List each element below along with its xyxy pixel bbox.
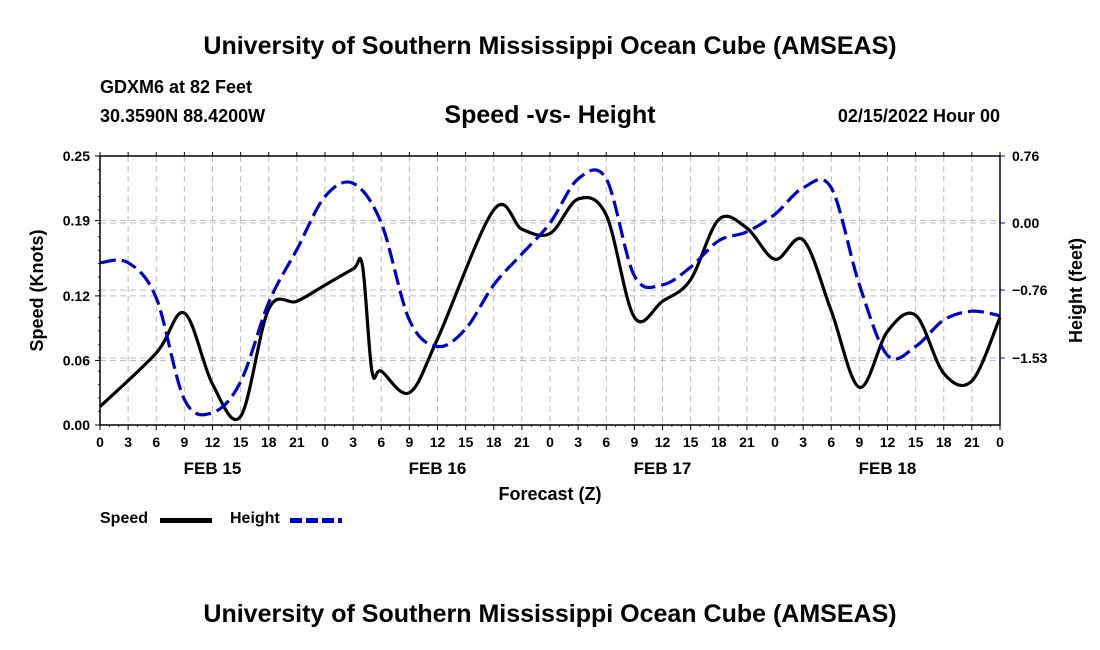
x-tick-label: 18 [711,434,727,450]
x-tick-label: 0 [771,434,779,450]
x-tick-label: 0 [321,434,329,450]
x-tick-label: 15 [908,434,924,450]
chart-subtitle: Speed -vs- Height [444,101,656,129]
y-right-tick-label: −1.53 [1012,350,1048,366]
x-tick-label: 9 [630,434,638,450]
y-axis-right-label: Height (feet) [1066,238,1086,343]
x-tick-label: 18 [936,434,952,450]
y-right-tick-label: 0.76 [1012,148,1039,164]
y-axis-left-label: Speed (Knots) [27,229,47,351]
day-label: FEB 15 [184,459,242,478]
x-tick-label: 0 [96,434,104,450]
legend-height-swatch [290,518,342,523]
y-left-tick-label: 0.19 [63,213,90,229]
x-tick-label: 18 [261,434,277,450]
axis-ticks: 0 3 6 9 12 15 18 21 0 3 6 9 12 15 18 21 0 3 6 9 12 15 18 21 0 3 6 9… [63,148,1048,478]
x-tick-label: 3 [799,434,807,450]
y-right-tick-label: 0.00 [1012,215,1039,231]
x-tick-label: 15 [683,434,699,450]
x-tick-label: 15 [233,434,249,450]
legend-height-label: Height [230,510,280,527]
x-tick-label: 21 [739,434,755,450]
x-tick-label: 6 [152,434,160,450]
x-tick-label: 0 [996,434,1004,450]
day-label: FEB 16 [409,459,467,478]
x-tick-label: 21 [964,434,980,450]
x-tick-label: 12 [655,434,671,450]
footer-title: University of Southern Mississippi Ocean… [203,600,897,628]
day-label: FEB 17 [634,459,692,478]
x-tick-label: 9 [405,434,413,450]
y-right-tick-label: −0.76 [1012,282,1048,298]
x-tick-label: 12 [880,434,896,450]
series-speed-line [98,195,1002,421]
x-tick-label: 6 [827,434,835,450]
legend-speed-label: Speed [100,510,149,527]
day-label: FEB 18 [859,459,917,478]
x-tick-label: 21 [289,434,305,450]
coordinates-label: 30.3590N 88.4200W [100,106,266,126]
series-height-line [99,168,1001,417]
y-left-tick-label: 0.00 [63,417,90,433]
station-label: GDXM6 at 82 Feet [100,77,253,97]
x-tick-label: 9 [180,434,188,450]
x-tick-label: 3 [349,434,357,450]
x-tick-label: 21 [514,434,530,450]
x-tick-label: 12 [205,434,221,450]
x-tick-label: 0 [546,434,554,450]
series-layer [98,168,1002,421]
x-axis-label: Forecast (Z) [498,484,601,504]
grid [100,155,1000,425]
run-time-label: 02/15/2022 Hour 00 [837,106,1000,126]
legend-speed-swatch [160,518,212,523]
x-tick-label: 9 [855,434,863,450]
x-tick-label: 18 [486,434,502,450]
x-tick-label: 12 [430,434,446,450]
x-tick-label: 6 [377,434,385,450]
y-left-tick-label: 0.25 [63,148,90,164]
x-tick-label: 3 [574,434,582,450]
x-tick-label: 3 [124,434,132,450]
chart-title: University of Southern Mississippi Ocean… [203,32,897,60]
x-tick-label: 6 [602,434,610,450]
y-left-tick-label: 0.06 [63,352,90,368]
x-tick-label: 15 [458,434,474,450]
y-left-tick-label: 0.12 [63,288,90,304]
